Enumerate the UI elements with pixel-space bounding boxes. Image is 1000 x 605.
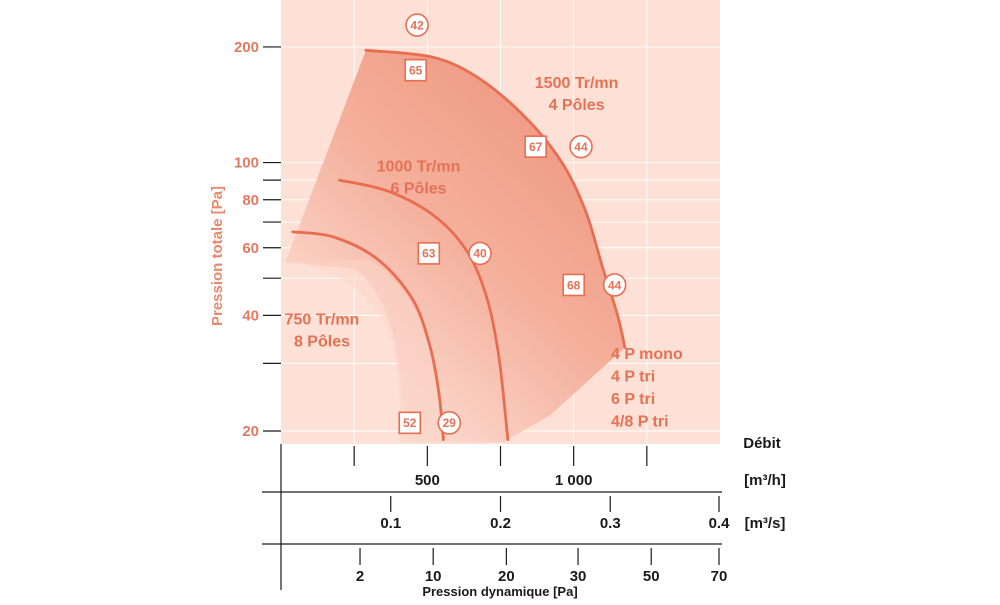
motor-type: 4 P mono xyxy=(611,346,683,363)
marker-label: 44 xyxy=(574,140,588,154)
x-tick-label-pd: 20 xyxy=(498,568,515,585)
label-750-rpm-poles: 8 Pôles xyxy=(294,333,350,350)
x-tick-label-pd: 70 xyxy=(711,568,728,585)
x-tick-label-m3s: 0.1 xyxy=(380,515,401,532)
label-1000-rpm-poles: 6 Pôles xyxy=(391,181,447,198)
unit-m3h: [m³/h] xyxy=(744,472,786,489)
marker-circle-shape xyxy=(602,273,627,297)
marker-square-shape xyxy=(404,58,427,82)
motor-type: 4/8 P tri xyxy=(611,414,669,431)
marker-label: 63 xyxy=(422,247,436,261)
x-tick-label-pd: 10 xyxy=(425,568,442,585)
motor-type: 6 P tri xyxy=(611,391,655,408)
noise-markers: 42 65 67 44 63 40 68 44 52 29 xyxy=(398,13,627,435)
label-1500-rpm-poles: 4 Pôles xyxy=(549,97,605,114)
x-tick-label-pd: 50 xyxy=(643,568,660,585)
label-1500-rpm: 1500 Tr/mn xyxy=(535,75,619,92)
x-axis-title: Débit xyxy=(743,435,781,452)
x-tick-label-pd: 30 xyxy=(570,568,587,585)
marker-circle-shape xyxy=(468,241,492,266)
marker-label: 67 xyxy=(529,140,543,154)
y-tick-label: 100 xyxy=(234,155,259,172)
marker-label: 65 xyxy=(409,63,423,77)
curve-750-rpm xyxy=(291,230,445,441)
x-tick-label-m3h: 1 000 xyxy=(555,472,593,489)
marker-circle: 42 xyxy=(405,13,429,37)
y-tick-label: 20 xyxy=(242,423,259,440)
y-axis-label: Pression totale [Pa] xyxy=(209,186,226,326)
curve-1500-rpm xyxy=(364,48,627,349)
y-tick-label: 40 xyxy=(242,307,259,324)
x-axes: Débit 500 1 000 [m³/h] 0.1 0.2 0.3 0.4 [m³/s] 2 10… xyxy=(262,435,786,599)
y-axis: 20 40 60 80 100 200 xyxy=(234,39,281,440)
marker-label: 52 xyxy=(403,416,417,430)
marker-square-shape xyxy=(417,242,441,265)
motor-types: 4 P mono 4 P tri 6 P tri 4/8 P tri xyxy=(611,346,683,431)
marker-circle: 44 xyxy=(569,134,593,159)
operating-region-light xyxy=(285,259,442,443)
label-1000-rpm: 1000 Tr/mn xyxy=(377,159,461,176)
y-tick-label: 60 xyxy=(242,240,259,257)
marker-label: 40 xyxy=(473,247,487,261)
marker-circle-shape xyxy=(437,411,462,435)
y-tick-label: 80 xyxy=(242,192,259,209)
label-750-rpm: 750 Tr/mn xyxy=(285,311,360,328)
marker-square: 65 xyxy=(404,58,427,82)
marker-circle: 44 xyxy=(602,273,627,297)
marker-circle-shape xyxy=(405,13,429,37)
marker-square: 52 xyxy=(398,411,422,435)
marker-circle: 40 xyxy=(468,241,492,266)
marker-label: 29 xyxy=(443,416,457,430)
x-tick-label-m3h: 500 xyxy=(415,472,440,489)
marker-square: 68 xyxy=(562,273,585,297)
marker-label: 44 xyxy=(608,278,622,292)
x-tick-label-m3s: 0.2 xyxy=(490,515,511,532)
marker-circle-shape xyxy=(569,134,593,159)
marker-square: 67 xyxy=(524,135,547,158)
x-tick-label-pd: 2 xyxy=(356,568,364,585)
marker-label: 42 xyxy=(410,18,424,32)
x-tick-label-m3s: 0.4 xyxy=(709,515,731,532)
marker-square-shape xyxy=(524,135,547,158)
marker-circle: 29 xyxy=(437,411,462,435)
marker-label: 68 xyxy=(567,278,581,292)
curve-labels: 1500 Tr/mn 4 Pôles 1000 Tr/mn 6 Pôles 750 Tr… xyxy=(285,75,619,350)
marker-square-shape xyxy=(398,411,422,435)
marker-square-shape xyxy=(562,273,585,297)
unit-m3s: [m³/s] xyxy=(745,515,786,532)
x-axis-label-pd: Pression dynamique [Pa] xyxy=(422,584,577,599)
marker-square: 63 xyxy=(417,242,441,265)
x-tick-label-m3s: 0.3 xyxy=(600,515,621,532)
y-tick-label: 200 xyxy=(234,39,259,56)
motor-type: 4 P tri xyxy=(611,369,655,386)
